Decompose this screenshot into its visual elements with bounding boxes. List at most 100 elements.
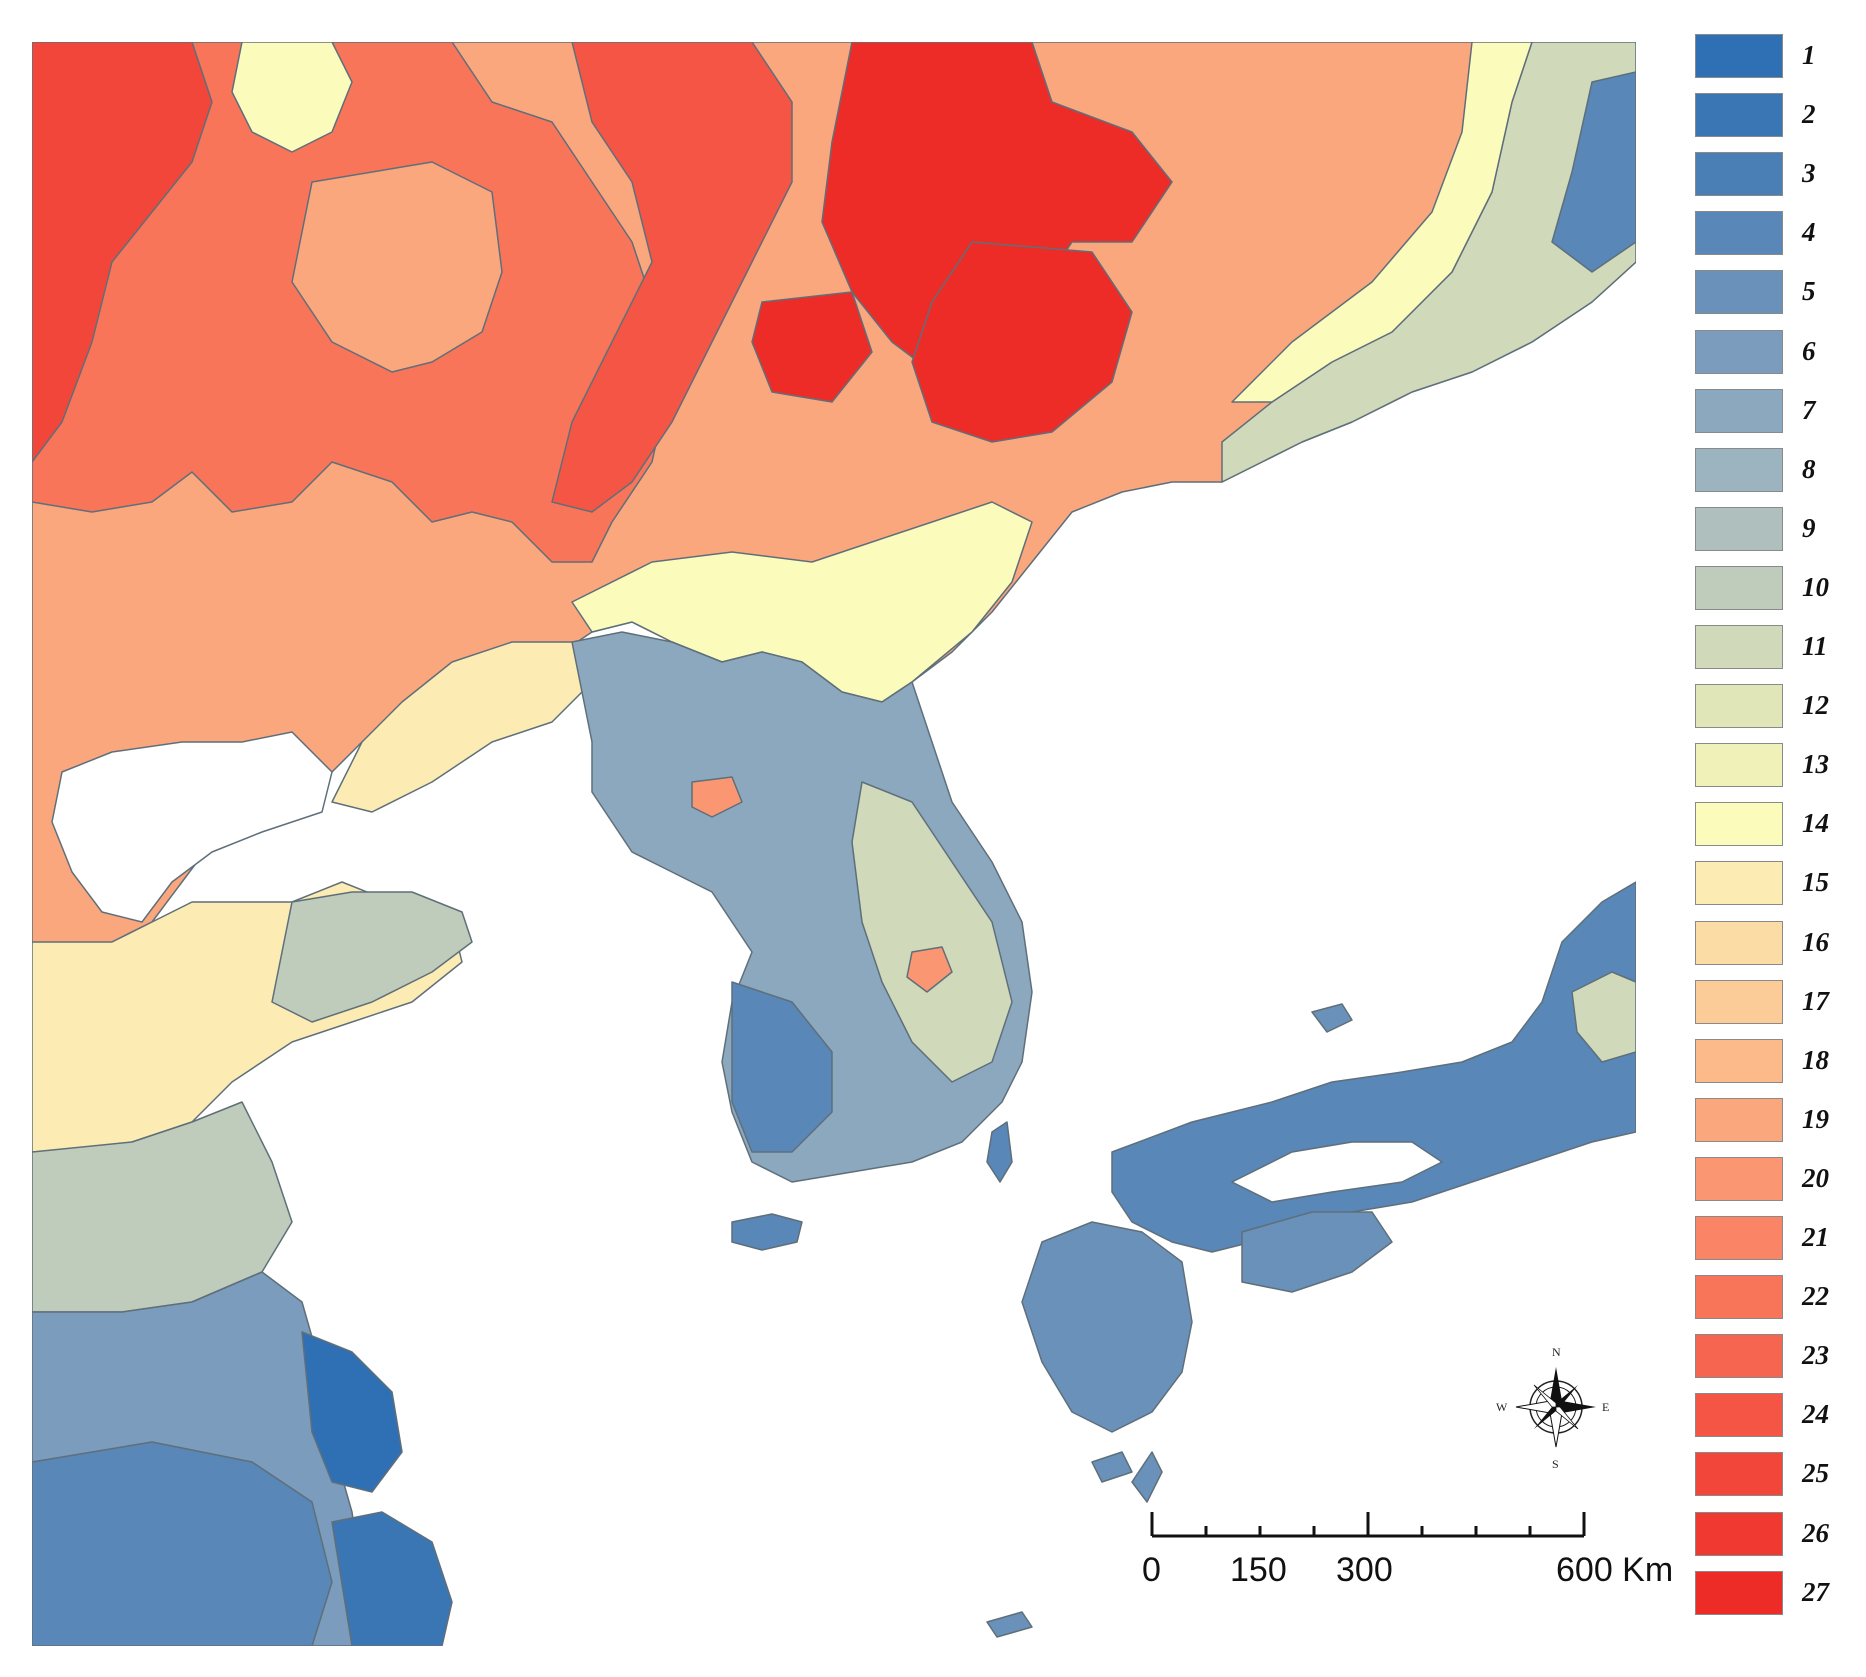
legend-label: 22 — [1802, 1281, 1829, 1312]
legend-item: 22 — [1695, 1275, 1845, 1321]
korea-east-green — [851, 781, 1013, 1083]
legend-label: 1 — [1802, 40, 1816, 70]
legend-item: 2 — [1695, 93, 1845, 139]
legend-swatch — [1695, 1156, 1783, 1201]
legend-label: 20 — [1802, 1162, 1829, 1193]
legend-item: 19 — [1695, 1097, 1845, 1144]
compass-rose-icon — [1515, 1367, 1596, 1448]
legend-swatch — [1695, 1038, 1783, 1083]
legend-swatch — [1695, 920, 1783, 965]
legend-swatch — [1695, 1570, 1783, 1615]
legend-item: 26 — [1695, 1511, 1845, 1558]
region-interior-orange — [291, 161, 503, 373]
bohai-sea — [51, 731, 333, 923]
legend-swatch — [1695, 1097, 1783, 1142]
region-far-northeast-blue — [1551, 71, 1636, 273]
region-ridge-red — [551, 42, 793, 513]
scale-label-150: 150 — [1230, 1551, 1287, 1589]
legend-swatch — [1695, 1275, 1783, 1320]
legend-label: 27 — [1802, 1576, 1829, 1607]
legend-swatch — [1695, 1511, 1783, 1556]
legend-label: 4 — [1802, 217, 1816, 248]
legend-swatch — [1695, 93, 1783, 138]
legend-swatch — [1695, 565, 1783, 610]
legend-swatch — [1695, 743, 1783, 788]
region-liaodong — [331, 641, 593, 813]
region-northeast-coast-inner — [1231, 42, 1533, 403]
legend-label: 26 — [1802, 1517, 1829, 1548]
legend-swatch — [1695, 684, 1783, 729]
legend-swatch — [1695, 270, 1783, 315]
legend-item: 14 — [1695, 802, 1845, 848]
scale-label-0: 0 — [1142, 1551, 1161, 1589]
legend-swatch — [1695, 1216, 1783, 1260]
legend-label: 3 — [1802, 158, 1816, 189]
legend-label: 2 — [1802, 99, 1816, 130]
scale-label-300: 300 — [1336, 1551, 1393, 1589]
jeju-island — [731, 1213, 803, 1251]
legend-swatch — [1695, 979, 1783, 1024]
scale-bar-line — [1150, 1512, 1586, 1538]
legend-label: 21 — [1802, 1222, 1829, 1252]
legend-swatch — [1695, 152, 1783, 197]
region-inland-south — [32, 1441, 333, 1646]
legend-item: 13 — [1695, 743, 1845, 789]
legend-item: 10 — [1695, 565, 1845, 612]
legend-item: 21 — [1695, 1216, 1845, 1262]
legend-item: 5 — [1695, 270, 1845, 316]
japan-kyushu — [1021, 1221, 1193, 1433]
legend-swatch — [1695, 388, 1783, 433]
legend-swatch — [1695, 447, 1783, 492]
legend-item: 6 — [1695, 329, 1845, 376]
compass-n: N — [1552, 1345, 1561, 1359]
legend-item: 25 — [1695, 1452, 1845, 1498]
legend-item: 15 — [1695, 861, 1845, 907]
ryukyu-1 — [1091, 1451, 1133, 1483]
region-shandong-east — [271, 891, 473, 1023]
legend-label: 17 — [1802, 985, 1829, 1016]
scale-label-600: 600 Km — [1556, 1551, 1674, 1589]
korea-orange-patch-1 — [691, 776, 743, 818]
tsushima — [986, 1121, 1013, 1183]
legend-swatch — [1695, 1334, 1783, 1379]
legend-item: 1 — [1695, 34, 1845, 80]
japan-inland-sea — [1231, 1141, 1443, 1203]
legend-label: 8 — [1802, 453, 1816, 484]
legend-item: 23 — [1695, 1334, 1845, 1380]
region-northeast-red-2 — [911, 241, 1133, 443]
japan-shikoku — [1241, 1211, 1393, 1293]
legend-swatch — [1695, 861, 1783, 906]
legend-label: 14 — [1802, 808, 1829, 839]
japan-honshu — [1111, 881, 1636, 1253]
legend-item: 18 — [1695, 1038, 1845, 1085]
legend-label: 5 — [1802, 276, 1816, 307]
korea-southwest-blue — [731, 981, 833, 1153]
ryukyu-3 — [986, 1611, 1033, 1638]
legend-item: 11 — [1695, 625, 1845, 671]
oki-island — [1311, 1003, 1353, 1033]
ryukyu-2 — [1131, 1451, 1163, 1503]
legend-item: 7 — [1695, 388, 1845, 435]
legend-label: 25 — [1802, 1458, 1829, 1489]
region-west-deep-red — [32, 42, 213, 463]
legend-swatch — [1695, 1452, 1783, 1497]
legend-item: 4 — [1695, 211, 1845, 257]
legend-label: 12 — [1802, 690, 1829, 721]
legend-item: 8 — [1695, 447, 1845, 494]
legend-item: 20 — [1695, 1156, 1845, 1203]
legend-label: 18 — [1802, 1044, 1829, 1075]
legend-label: 16 — [1802, 926, 1829, 957]
japan-north-green — [1571, 971, 1636, 1063]
compass-s: S — [1552, 1457, 1559, 1471]
map-svg — [32, 42, 1636, 1646]
map-canvas[interactable] — [32, 42, 1636, 1646]
legend-label: 24 — [1802, 1399, 1829, 1430]
legend-label: 23 — [1802, 1340, 1829, 1371]
legend-label: 9 — [1802, 512, 1816, 543]
legend-item: 16 — [1695, 920, 1845, 967]
legend-item: 17 — [1695, 979, 1845, 1026]
legend-label: 19 — [1802, 1103, 1829, 1134]
legend-swatch — [1695, 1393, 1783, 1438]
region-highland-pale — [231, 42, 353, 153]
north-arrow-icon: N S E W — [1496, 1345, 1612, 1471]
